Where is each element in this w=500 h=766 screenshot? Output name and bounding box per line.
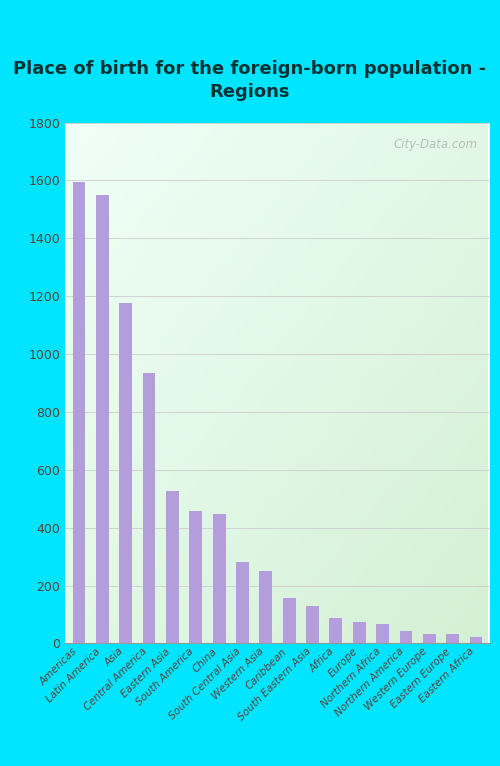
Bar — [353, 622, 366, 643]
Bar — [446, 634, 459, 643]
Bar — [283, 597, 296, 643]
Bar — [330, 618, 342, 643]
Text: Place of birth for the foreign-born population -
Regions: Place of birth for the foreign-born popu… — [14, 60, 486, 101]
Text: City-Data.com: City-Data.com — [393, 138, 477, 151]
Bar — [72, 182, 86, 643]
Bar — [470, 637, 482, 643]
Bar — [236, 562, 249, 643]
Bar — [120, 303, 132, 643]
Bar — [166, 491, 179, 643]
Bar — [400, 631, 412, 643]
Bar — [212, 514, 226, 643]
Bar — [306, 607, 319, 643]
Bar — [96, 195, 109, 643]
Bar — [423, 634, 436, 643]
Bar — [142, 373, 156, 643]
Bar — [376, 624, 389, 643]
Bar — [190, 511, 202, 643]
Bar — [260, 571, 272, 643]
